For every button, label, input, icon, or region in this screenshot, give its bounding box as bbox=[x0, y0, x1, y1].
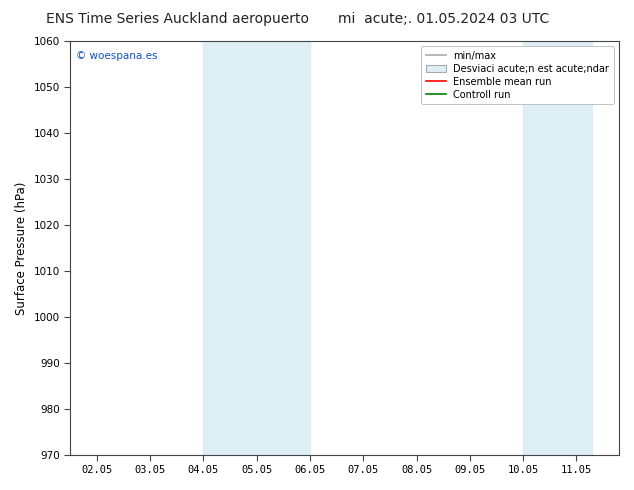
Text: mi  acute;. 01.05.2024 03 UTC: mi acute;. 01.05.2024 03 UTC bbox=[338, 12, 550, 26]
Text: © woespana.es: © woespana.es bbox=[75, 51, 157, 61]
Y-axis label: Surface Pressure (hPa): Surface Pressure (hPa) bbox=[15, 181, 28, 315]
Bar bbox=[204, 41, 310, 455]
Bar bbox=[523, 41, 592, 455]
Legend: min/max, Desviaci acute;n est acute;ndar, Ensemble mean run, Controll run: min/max, Desviaci acute;n est acute;ndar… bbox=[422, 46, 614, 104]
Text: ENS Time Series Auckland aeropuerto: ENS Time Series Auckland aeropuerto bbox=[46, 12, 309, 26]
